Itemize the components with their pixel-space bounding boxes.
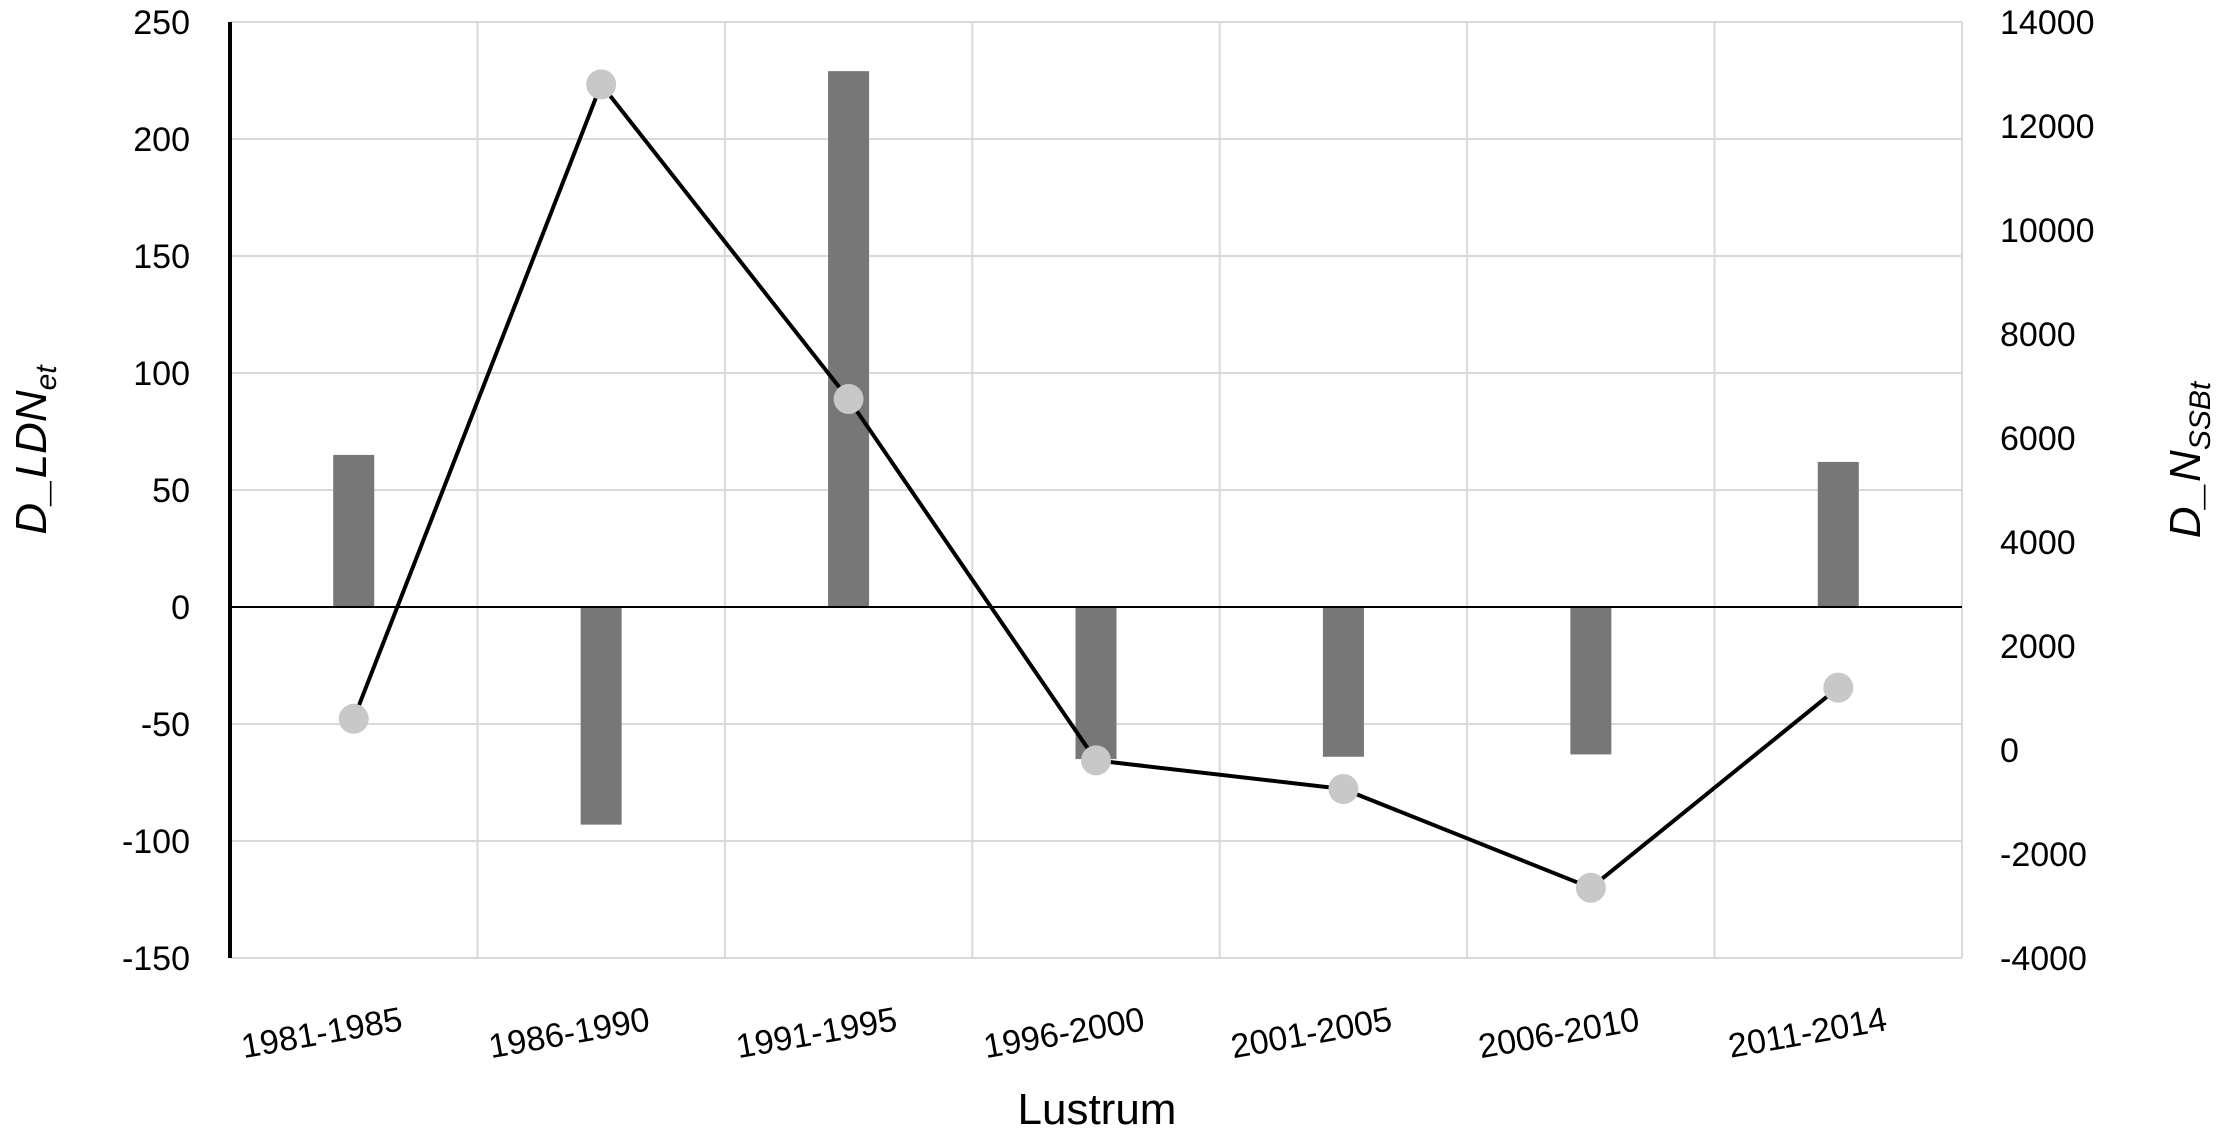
right-tick-label: 4000 — [2000, 524, 2076, 562]
line-point — [833, 384, 864, 414]
left-tick-label: 100 — [133, 355, 190, 393]
left-tick-label: -100 — [122, 823, 190, 861]
line-point — [1575, 872, 1606, 903]
left-tick-label: 50 — [152, 472, 190, 510]
line-series — [338, 69, 1854, 903]
axes — [228, 22, 1962, 958]
left-tick-label: 0 — [171, 589, 190, 627]
left-tick-label: 150 — [133, 238, 190, 276]
right-tick-label: 6000 — [2000, 420, 2076, 458]
line-point — [586, 69, 617, 100]
left-tick-label: 250 — [133, 4, 190, 42]
category-label: 2011-2014 — [1725, 1000, 1889, 1065]
left-tick-label: -50 — [141, 706, 190, 744]
left-tick-label: -150 — [122, 940, 190, 978]
right-axis-ticks: -4000 -2000 0 2000 4000 6000 8000 10000 12000 140… — [2000, 4, 2095, 978]
category-label: 1996-2000 — [981, 1000, 1148, 1066]
line-point — [338, 703, 369, 734]
category-label: 1981-1985 — [238, 1000, 405, 1066]
right-tick-label: -4000 — [2000, 940, 2087, 978]
category-label: 1991-1995 — [733, 1000, 900, 1066]
left-axis-title: D_LDNet — [7, 364, 63, 535]
bar — [1817, 461, 1859, 607]
line-point — [1081, 745, 1111, 776]
right-tick-label: 10000 — [2000, 212, 2095, 250]
bar-series — [333, 71, 1859, 825]
grid-lines — [230, 21, 1963, 959]
left-axis-ticks: -150 -100 -50 0 50 100 150 200 250 — [122, 4, 190, 978]
right-tick-label: 8000 — [2000, 316, 2076, 354]
right-tick-label: 2000 — [2000, 628, 2076, 666]
category-label: 2006-2010 — [1476, 1000, 1643, 1066]
line-point — [1823, 672, 1854, 703]
category-label: 1986-1990 — [486, 1000, 653, 1066]
bar — [828, 71, 870, 607]
category-label: 2001-2005 — [1228, 1000, 1395, 1066]
bar — [1322, 607, 1364, 757]
bar — [580, 607, 622, 825]
bar — [333, 454, 375, 607]
right-tick-label: -2000 — [2000, 836, 2087, 874]
right-tick-label: 14000 — [2000, 4, 2095, 42]
right-axis-title: D_NSSBt — [2161, 380, 2217, 538]
x-axis-title: Lustrum — [1018, 1085, 1177, 1134]
bar — [1075, 607, 1117, 760]
bar — [1570, 607, 1612, 755]
right-tick-label: 12000 — [2000, 108, 2095, 146]
right-tick-label: 0 — [2000, 732, 2019, 770]
line-point — [1328, 774, 1359, 804]
category-labels: 1981-1985 1986-1990 1991-1995 1996-2000 2001… — [238, 1000, 1889, 1066]
left-tick-label: 200 — [133, 121, 190, 159]
